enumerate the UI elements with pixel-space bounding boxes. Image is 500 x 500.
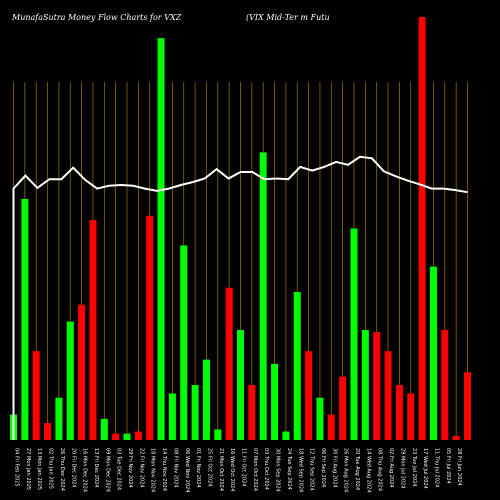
x-tick-label: 28 Fri Jun 2024 xyxy=(456,448,462,486)
x-tick-label: 08 Fri Nov 2024 xyxy=(172,448,178,488)
volume-bar xyxy=(441,330,449,440)
x-tick-label: 07 Mon Oct 2024 xyxy=(252,448,258,491)
x-tick-label: 27 Mon Jan 2025 xyxy=(25,448,31,490)
x-tick-label: 04 Fri Feb 2025 xyxy=(14,448,20,487)
volume-bar xyxy=(32,351,40,440)
volume-bar xyxy=(373,332,381,440)
x-tick-label: 17 Wed Jul 2024 xyxy=(422,448,428,489)
volume-bar xyxy=(361,330,369,440)
x-tick-label: 30 Fri Aug 2024 xyxy=(331,448,337,488)
volume-bar xyxy=(384,351,392,440)
price-line xyxy=(12,155,468,440)
x-tick-label: 02 Fri Aug 2024 xyxy=(388,448,394,488)
price-line-path xyxy=(12,155,468,440)
volume-bar xyxy=(44,423,52,440)
volume-bars xyxy=(10,17,471,441)
x-tick-label: 06 Wed Nov 2024 xyxy=(184,448,190,493)
volume-bar xyxy=(452,435,460,440)
volume-bar xyxy=(225,287,233,440)
volume-bar xyxy=(55,397,63,440)
volume-bar xyxy=(202,359,210,440)
x-tick-label: 29 Mon Jul 2024 xyxy=(399,448,405,488)
x-tick-label: 11 Thu Jul 2024 xyxy=(433,448,439,487)
x-tick-labels: 04 Fri Feb 2025 27 Mon Jan 2025 13 Mon Jan… xyxy=(14,448,463,493)
x-tick-label: 09 Mon Dec 2024 xyxy=(104,448,110,492)
x-tick-label: 23 Tue Jul 2024 xyxy=(411,448,417,486)
x-tick-label: 05 Fri Jul 2024 xyxy=(445,448,451,484)
x-tick-label: 14 Wed Aug 2024 xyxy=(365,448,371,493)
x-tick-label: 26 Mon Aug 2024 xyxy=(343,448,349,492)
x-tick-label: 21 Mon Oct 2024 xyxy=(218,448,224,491)
x-tick-label: 02 Thu Jan 2025 xyxy=(48,448,54,489)
volume-bar xyxy=(339,376,347,440)
chart-subtitle: (VIX Mid-Ter m Futu xyxy=(246,13,330,22)
volume-bar xyxy=(180,245,188,440)
volume-bar xyxy=(237,330,244,440)
volume-bar xyxy=(395,385,403,440)
volume-bar xyxy=(464,372,471,440)
x-tick-label: 16 Mon Dec 2024 xyxy=(82,448,88,492)
x-tick-label: 30 Mon Sep 2024 xyxy=(275,448,281,492)
volume-bar xyxy=(316,397,324,440)
x-tick-label: 24 Tue Sep 2024 xyxy=(286,448,292,490)
volume-bar xyxy=(259,152,267,441)
volume-bar xyxy=(429,266,437,440)
volume-bar xyxy=(214,429,222,440)
volume-bar xyxy=(350,228,358,440)
x-tick-label: 18 Mon Nov 2024 xyxy=(150,448,156,492)
volume-bar xyxy=(134,431,142,440)
x-tick-label: 01 Fri Nov 2024 xyxy=(195,448,201,488)
volume-bar xyxy=(21,198,29,440)
volume-bar xyxy=(66,321,74,440)
volume-bar xyxy=(168,393,176,440)
x-tick-label: 20 Tue Aug 2024 xyxy=(354,448,360,490)
volume-bar xyxy=(100,418,108,440)
x-tick-label: 29 Fri Nov 2024 xyxy=(127,448,133,488)
x-tick-label: 25 Fri Oct 2024 xyxy=(206,448,212,486)
x-tick-label: 20 Fri Dec 2024 xyxy=(70,448,76,488)
volume-bar xyxy=(248,385,256,440)
x-tick-label: 26 Thu Dec 2024 xyxy=(59,448,65,491)
volume-bar xyxy=(271,363,279,440)
x-tick-label: 18 Wed Sep 2024 xyxy=(297,448,303,492)
volume-bar xyxy=(157,38,165,441)
x-tick-label: 11 Fri Oct 2024 xyxy=(241,448,247,486)
volume-bar xyxy=(123,433,131,440)
volume-bar xyxy=(112,433,120,440)
x-tick-label: 12 Thu Sep 2024 xyxy=(309,448,315,491)
volume-bar xyxy=(89,220,97,440)
volume-bar xyxy=(407,393,415,440)
x-tick-label: 14 Thu Nov 2024 xyxy=(161,448,167,491)
volume-bar xyxy=(78,304,86,440)
x-tick-label: 16 Wed Oct 2024 xyxy=(229,448,235,491)
x-tick-label: 13 Fri Dec 2024 xyxy=(93,448,99,488)
volume-bar xyxy=(305,351,313,440)
volume-bar xyxy=(293,291,301,440)
volume-bar xyxy=(418,17,426,440)
volume-bar xyxy=(146,215,154,440)
x-tick-label: 08 Thu Aug 2024 xyxy=(377,448,383,491)
volume-bar xyxy=(327,414,335,440)
x-tick-label: 13 Mon Jan 2025 xyxy=(36,448,42,490)
chart-title: MunafaSutra Money Flow Charts for VXZ xyxy=(12,13,182,22)
x-tick-label: 06 Fri Sep 2024 xyxy=(320,448,326,487)
x-tick-label: 03 Thu Oct 2024 xyxy=(263,448,269,490)
volume-bar xyxy=(191,385,199,440)
x-tick-label: 22 Fri Nov 2024 xyxy=(138,448,144,488)
x-tick-label: 03 Tue Dec 2024 xyxy=(116,448,122,490)
volume-bar xyxy=(282,431,290,440)
